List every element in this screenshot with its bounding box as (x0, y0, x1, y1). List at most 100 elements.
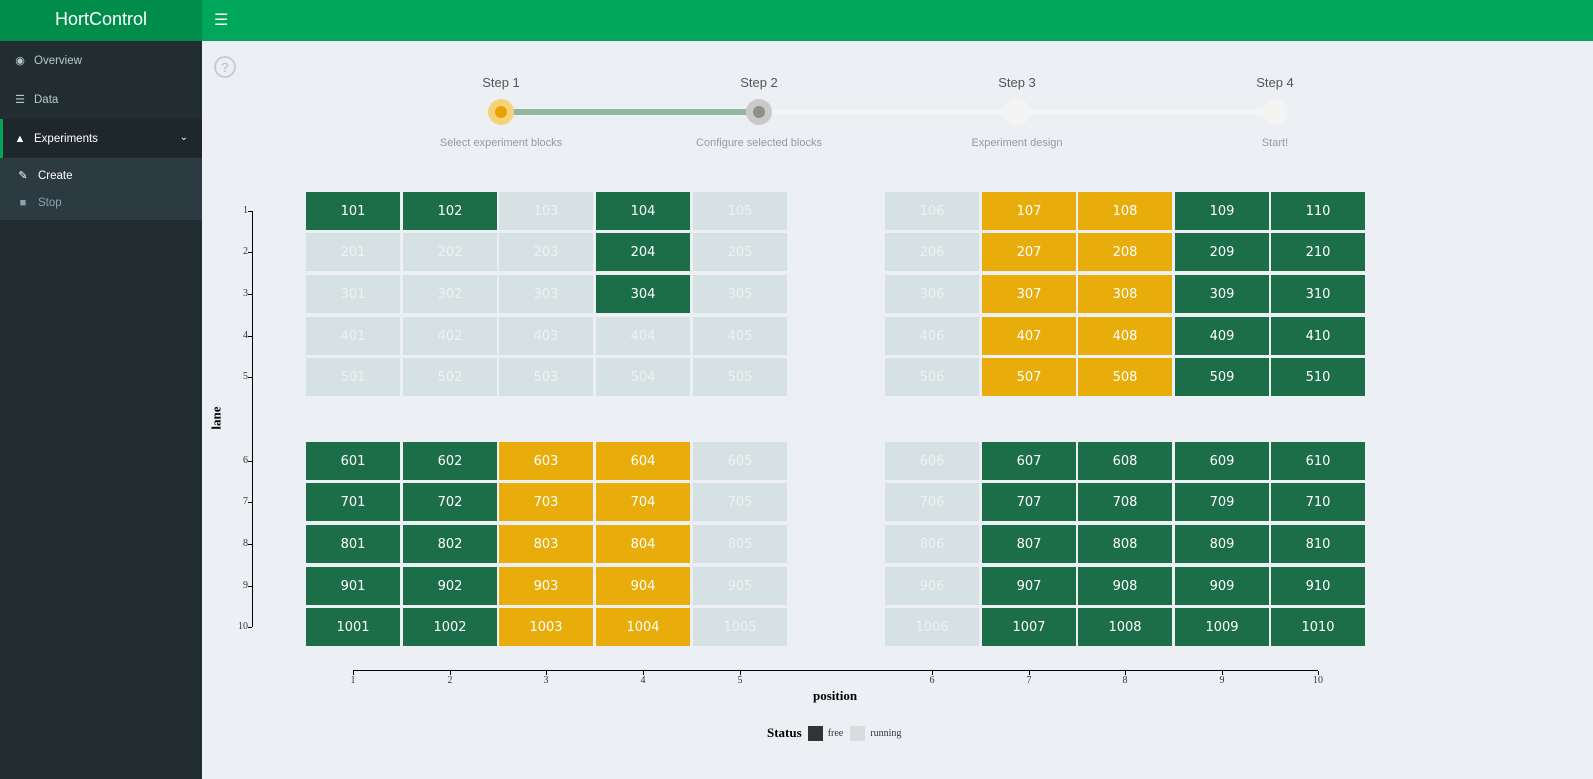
sidebar-item-overview[interactable]: ◉ Overview (0, 41, 202, 80)
sidebar-toggle-icon[interactable]: ☰ (214, 12, 229, 29)
block-tile[interactable]: 1004 (596, 608, 690, 646)
block-tile[interactable]: 808 (1078, 525, 1172, 563)
block-tile[interactable]: 401 (306, 317, 400, 355)
block-tile[interactable]: 309 (1175, 275, 1269, 313)
block-tile[interactable]: 902 (403, 567, 497, 605)
block-tile[interactable]: 203 (499, 233, 593, 271)
block-tile[interactable]: 310 (1271, 275, 1365, 313)
block-tile[interactable]: 304 (596, 275, 690, 313)
block-tile[interactable]: 504 (596, 358, 690, 396)
block-tile[interactable]: 1007 (982, 608, 1076, 646)
block-tile[interactable]: 306 (885, 275, 979, 313)
block-tile[interactable]: 710 (1271, 483, 1365, 521)
block-tile[interactable]: 801 (306, 525, 400, 563)
block-tile[interactable]: 910 (1271, 567, 1365, 605)
block-tile[interactable]: 508 (1078, 358, 1172, 396)
block-tile[interactable]: 1001 (306, 608, 400, 646)
block-tile[interactable]: 705 (693, 483, 787, 521)
help-icon[interactable]: ? (214, 56, 236, 78)
block-tile[interactable]: 104 (596, 192, 690, 230)
block-tile[interactable]: 805 (693, 525, 787, 563)
step-1-dot[interactable] (488, 99, 514, 125)
block-tile[interactable]: 106 (885, 192, 979, 230)
block-tile[interactable]: 905 (693, 567, 787, 605)
block-tile[interactable]: 302 (403, 275, 497, 313)
step-3-dot[interactable] (1004, 99, 1030, 125)
block-tile[interactable]: 1006 (885, 608, 979, 646)
block-tile[interactable]: 909 (1175, 567, 1269, 605)
block-tile[interactable]: 502 (403, 358, 497, 396)
block-tile[interactable]: 404 (596, 317, 690, 355)
block-tile[interactable]: 209 (1175, 233, 1269, 271)
block-tile[interactable]: 205 (693, 233, 787, 271)
block-tile[interactable]: 305 (693, 275, 787, 313)
block-tile[interactable]: 709 (1175, 483, 1269, 521)
block-tile[interactable]: 802 (403, 525, 497, 563)
submenu-item-create[interactable]: ✎ Create (0, 162, 202, 189)
block-tile[interactable]: 207 (982, 233, 1076, 271)
block-tile[interactable]: 706 (885, 483, 979, 521)
block-tile[interactable]: 501 (306, 358, 400, 396)
block-tile[interactable]: 101 (306, 192, 400, 230)
block-tile[interactable]: 210 (1271, 233, 1365, 271)
block-tile[interactable]: 803 (499, 525, 593, 563)
block-tile[interactable]: 408 (1078, 317, 1172, 355)
block-tile[interactable]: 202 (403, 233, 497, 271)
block-tile[interactable]: 702 (403, 483, 497, 521)
block-tile[interactable]: 206 (885, 233, 979, 271)
block-tile[interactable]: 403 (499, 317, 593, 355)
block-tile[interactable]: 904 (596, 567, 690, 605)
block-tile[interactable]: 901 (306, 567, 400, 605)
block-tile[interactable]: 704 (596, 483, 690, 521)
block-tile[interactable]: 609 (1175, 442, 1269, 480)
block-tile[interactable]: 301 (306, 275, 400, 313)
block-tile[interactable]: 109 (1175, 192, 1269, 230)
block-tile[interactable]: 906 (885, 567, 979, 605)
sidebar-item-experiments[interactable]: ▲ Experiments ⌄ (0, 119, 202, 158)
block-tile[interactable]: 804 (596, 525, 690, 563)
block-tile[interactable]: 701 (306, 483, 400, 521)
block-tile[interactable]: 103 (499, 192, 593, 230)
block-tile[interactable]: 510 (1271, 358, 1365, 396)
block-tile[interactable]: 102 (403, 192, 497, 230)
block-tile[interactable]: 604 (596, 442, 690, 480)
block-tile[interactable]: 606 (885, 442, 979, 480)
block-tile[interactable]: 410 (1271, 317, 1365, 355)
block-tile[interactable]: 407 (982, 317, 1076, 355)
block-tile[interactable]: 1008 (1078, 608, 1172, 646)
block-tile[interactable]: 307 (982, 275, 1076, 313)
block-tile[interactable]: 607 (982, 442, 1076, 480)
block-tile[interactable]: 603 (499, 442, 593, 480)
block-tile[interactable]: 610 (1271, 442, 1365, 480)
block-tile[interactable]: 907 (982, 567, 1076, 605)
submenu-item-stop[interactable]: ■ Stop (0, 189, 202, 216)
block-tile[interactable]: 201 (306, 233, 400, 271)
block-tile[interactable]: 507 (982, 358, 1076, 396)
block-tile[interactable]: 402 (403, 317, 497, 355)
block-tile[interactable]: 409 (1175, 317, 1269, 355)
block-tile[interactable]: 1005 (693, 608, 787, 646)
block-tile[interactable]: 303 (499, 275, 593, 313)
step-4-dot[interactable] (1262, 99, 1288, 125)
block-tile[interactable]: 110 (1271, 192, 1365, 230)
block-tile[interactable]: 605 (693, 442, 787, 480)
block-tile[interactable]: 1010 (1271, 608, 1365, 646)
step-2-dot[interactable] (746, 99, 772, 125)
block-tile[interactable]: 503 (499, 358, 593, 396)
block-tile[interactable]: 1009 (1175, 608, 1269, 646)
block-tile[interactable]: 908 (1078, 567, 1172, 605)
block-tile[interactable]: 107 (982, 192, 1076, 230)
block-tile[interactable]: 602 (403, 442, 497, 480)
block-tile[interactable]: 810 (1271, 525, 1365, 563)
block-tile[interactable]: 105 (693, 192, 787, 230)
block-tile[interactable]: 707 (982, 483, 1076, 521)
block-tile[interactable]: 807 (982, 525, 1076, 563)
block-tile[interactable]: 1003 (499, 608, 593, 646)
block-tile[interactable]: 204 (596, 233, 690, 271)
block-tile[interactable]: 405 (693, 317, 787, 355)
block-tile[interactable]: 806 (885, 525, 979, 563)
block-tile[interactable]: 308 (1078, 275, 1172, 313)
block-tile[interactable]: 1002 (403, 608, 497, 646)
sidebar-item-data[interactable]: ☰ Data (0, 80, 202, 119)
block-tile[interactable]: 809 (1175, 525, 1269, 563)
